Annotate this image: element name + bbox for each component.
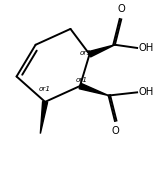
Text: or1: or1 — [80, 50, 92, 56]
Polygon shape — [40, 101, 48, 134]
Text: or1: or1 — [75, 77, 87, 83]
Text: O: O — [111, 126, 119, 137]
Polygon shape — [88, 45, 115, 57]
Text: OH: OH — [139, 87, 154, 97]
Text: O: O — [117, 4, 125, 14]
Polygon shape — [79, 83, 108, 96]
Text: or1: or1 — [39, 86, 51, 92]
Text: OH: OH — [139, 43, 154, 53]
